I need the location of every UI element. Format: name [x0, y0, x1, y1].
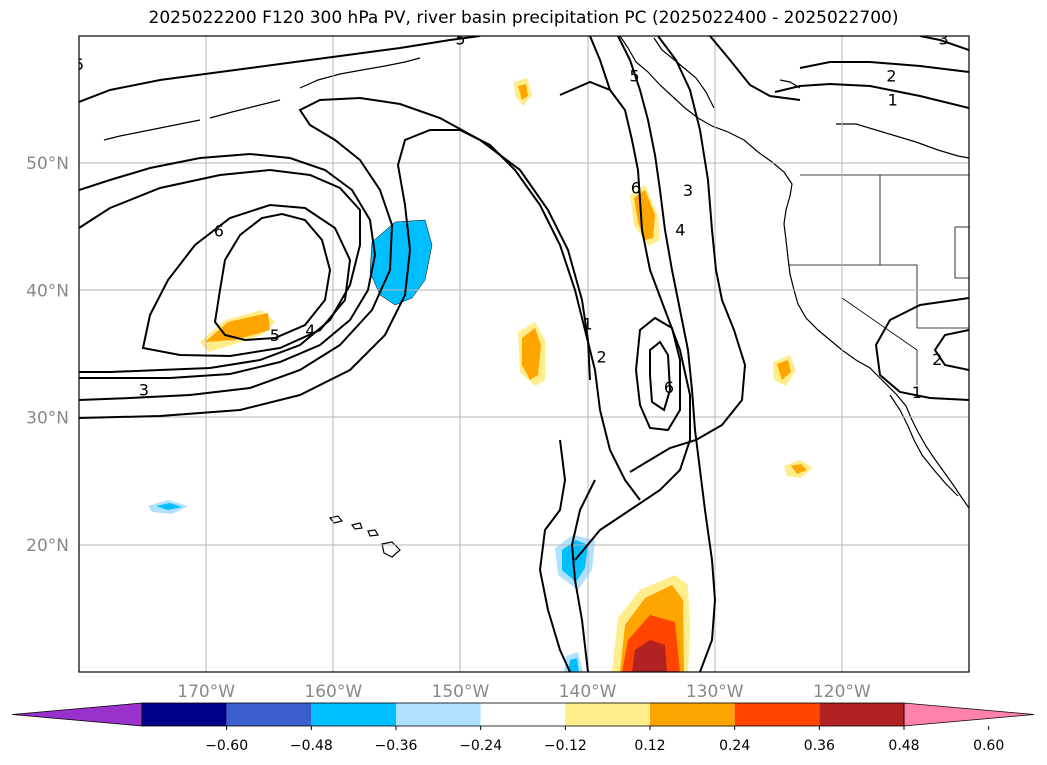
colorbar-max-extension	[903, 702, 1035, 727]
lat-tick-label: 50°N	[26, 154, 69, 174]
colorbar-tick-label: −0.12	[544, 738, 587, 754]
pv-contours	[79, 36, 969, 672]
colorbar-tick-label: −0.48	[290, 738, 333, 754]
colorbar-tick-label: −0.60	[205, 738, 248, 754]
contour-label: 5	[270, 326, 280, 345]
negative-anomaly-shading	[370, 220, 432, 305]
contour-label: 5	[630, 66, 640, 85]
lon-tick-label: 140°W	[559, 682, 617, 702]
contour-label: 1	[912, 383, 922, 402]
contour-label: 1	[888, 91, 898, 110]
colorbar-segment	[480, 703, 566, 726]
contour-label: 1	[582, 314, 592, 333]
contour-label: 6	[664, 378, 674, 397]
longitude-labels: 170°W 160°W 150°W 140°W 130°W 120°W	[177, 682, 871, 702]
contour-label: 5	[74, 55, 84, 74]
contour-label: 2	[596, 348, 606, 367]
map-title: 2025022200 F120 300 hPa PV, river basin …	[148, 8, 899, 28]
colorbar-segment	[565, 703, 650, 726]
contour-label: 5	[455, 30, 465, 49]
colorbar: −0.60 −0.48 −0.36 −0.24 −0.12 0.12 0.24 0.36 0.4…	[11, 702, 1035, 754]
contour-label: 6	[214, 222, 224, 241]
lon-tick-label: 160°W	[304, 682, 362, 702]
lat-tick-label: 20°N	[26, 536, 69, 556]
colorbar-tick-label: 0.60	[973, 738, 1004, 754]
latitude-labels: 50°N 40°N 30°N 20°N	[26, 154, 69, 556]
lon-tick-label: 120°W	[813, 682, 871, 702]
contour-label: 3	[938, 30, 948, 49]
colorbar-segment	[819, 703, 904, 726]
contour-label: 3	[139, 381, 149, 400]
lon-tick-label: 170°W	[177, 682, 235, 702]
colorbar-segment	[734, 703, 820, 726]
lon-tick-label: 130°W	[686, 682, 744, 702]
contour-label: 2	[932, 350, 942, 369]
lon-tick-label: 150°W	[432, 682, 490, 702]
coastlines	[103, 36, 969, 558]
lat-tick-label: 30°N	[26, 409, 69, 429]
colorbar-tick-label: 0.48	[888, 738, 919, 754]
contour-label: 6	[631, 178, 641, 197]
colorbar-segment	[650, 703, 735, 726]
contour-label: 4	[305, 321, 315, 340]
colorbar-segment	[311, 703, 396, 726]
colorbar-frame	[141, 702, 905, 727]
gridlines	[79, 36, 969, 672]
contour-label: 3	[683, 181, 693, 200]
colorbar-tick-label: −0.24	[459, 738, 502, 754]
colorbar-tick-label: −0.36	[375, 738, 418, 754]
colorbar-segment	[142, 703, 227, 726]
colorbar-tick-label: 0.24	[719, 738, 750, 754]
colorbar-segment	[226, 703, 312, 726]
contour-label: 4	[675, 220, 685, 239]
map-frame	[78, 35, 970, 673]
colorbar-min-extension	[11, 702, 143, 727]
lat-tick-label: 40°N	[26, 281, 69, 301]
colorbar-segment	[396, 703, 481, 726]
contour-label: 2	[886, 66, 896, 85]
borders	[788, 174, 969, 385]
colorbar-tick-label: 0.36	[804, 738, 835, 754]
colorbar-tick-label: 0.12	[634, 738, 665, 754]
